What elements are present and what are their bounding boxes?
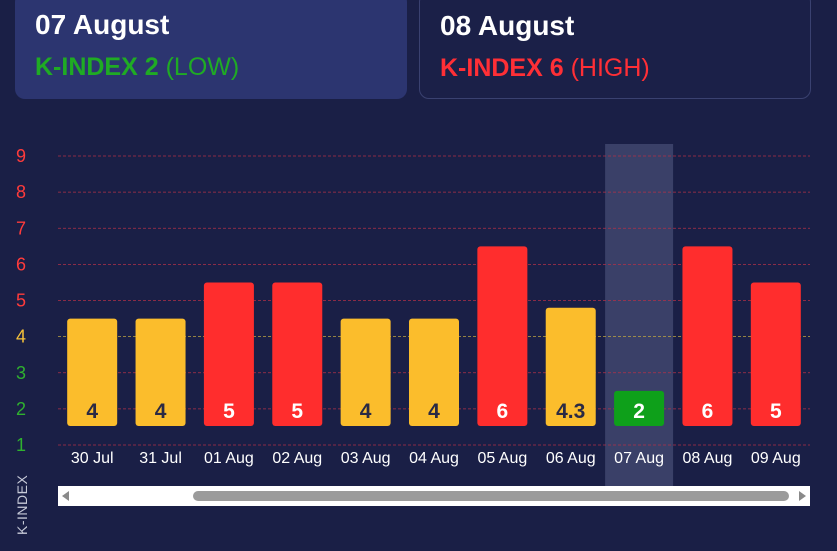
card-kindex-value: K-INDEX 6 [440,54,564,82]
x-tick-label: 04 Aug [409,450,459,467]
bar-value-label: 4 [428,400,440,423]
highlight-column [605,144,674,486]
y-tick-label: 8 [16,182,26,202]
bar [272,282,323,426]
y-tick-label: 4 [16,327,26,347]
bar-value-label: 5 [770,400,782,423]
card-date: 07 August [35,9,170,40]
bar [750,282,801,426]
y-tick-label: 5 [16,291,26,311]
bar-value-label: 6 [497,400,509,423]
card-kindex-level: (HIGH) [570,54,650,82]
bar-value-label: 4 [155,400,167,423]
forecast-card-today: 07 August K-INDEX 2 (LOW) [15,0,407,99]
bar [203,282,254,426]
bar-value-label: 6 [702,400,714,423]
bar-value-label: 4 [86,400,98,423]
scroll-left-arrow-icon[interactable] [62,491,69,501]
y-tick-label: 1 [16,435,26,455]
card-kindex: K-INDEX 6 (HIGH) [440,53,790,83]
x-tick-label: 08 Aug [683,450,733,467]
y-tick-label: 2 [16,399,26,419]
x-tick-label: 07 Aug [614,450,664,467]
bar [614,390,665,426]
bar [135,318,186,426]
horizontal-scrollbar[interactable] [58,486,810,506]
bar [340,318,391,426]
bar [545,307,596,426]
bar-value-label: 5 [291,400,303,423]
bar-value-label: 5 [223,400,235,423]
bar [409,318,459,426]
x-tick-label: 03 Aug [341,450,391,467]
bar-value-label: 2 [633,400,645,423]
card-kindex: K-INDEX 2 (LOW) [35,52,387,82]
bar [67,318,118,426]
card-kindex-level: (LOW) [165,53,240,81]
x-tick-label: 09 Aug [751,450,801,467]
forecast-card-tomorrow: 08 August K-INDEX 6 (HIGH) [419,0,811,99]
y-axis-label: K-INDEX [14,475,30,535]
x-tick-label: 31 Jul [139,450,182,467]
scrollbar-thumb[interactable] [193,491,789,501]
x-tick-label: 01 Aug [204,450,254,467]
scroll-right-arrow-icon[interactable] [799,491,806,501]
card-kindex-value: K-INDEX 2 [35,53,159,81]
bar [682,246,733,426]
bar [477,246,528,426]
y-tick-label: 7 [16,218,26,238]
x-tick-label: 06 Aug [546,450,596,467]
x-tick-label: 30 Jul [71,450,114,467]
y-tick-label: 9 [16,146,26,166]
x-tick-label: 05 Aug [477,450,527,467]
y-tick-label: 6 [16,254,26,274]
card-date: 08 August [440,10,575,41]
bar-value-label: 4.3 [556,400,585,423]
x-tick-label: 02 Aug [272,450,322,467]
bar-value-label: 4 [360,400,372,423]
y-tick-label: 3 [16,363,26,383]
